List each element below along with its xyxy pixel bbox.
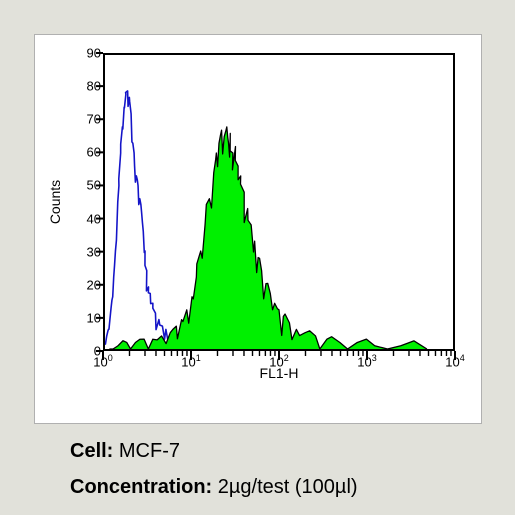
y-tick-label: 10: [71, 310, 101, 325]
caption-concentration: Concentration: 2µg/test (100µl): [70, 476, 358, 499]
y-axis-ticks: [93, 53, 103, 351]
y-tick-label: 70: [71, 112, 101, 127]
plot-area-wrap: [103, 53, 455, 351]
chart-frame: Counts 0102030405060708090 1001011021031…: [34, 34, 482, 424]
y-tick-label: 50: [71, 178, 101, 193]
y-tick-label: 30: [71, 244, 101, 259]
y-axis-label: Counts: [47, 53, 63, 351]
histogram-svg: [105, 55, 453, 349]
y-tick-label: 40: [71, 211, 101, 226]
caption-conc-value: 2µg/test (100µl): [212, 476, 357, 498]
y-tick-label: 20: [71, 277, 101, 292]
caption-cell-key: Cell:: [70, 440, 113, 462]
x-axis-label: FL1-H: [103, 365, 455, 381]
y-tick-label: 60: [71, 145, 101, 160]
caption-cell: Cell: MCF-7: [70, 440, 180, 463]
caption-cell-value: MCF-7: [113, 440, 180, 462]
plot-area: [103, 53, 455, 351]
y-tick-label: 80: [71, 79, 101, 94]
caption-conc-key: Concentration:: [70, 476, 212, 498]
y-axis-label-text: Counts: [47, 180, 63, 224]
y-tick-label: 90: [71, 46, 101, 61]
